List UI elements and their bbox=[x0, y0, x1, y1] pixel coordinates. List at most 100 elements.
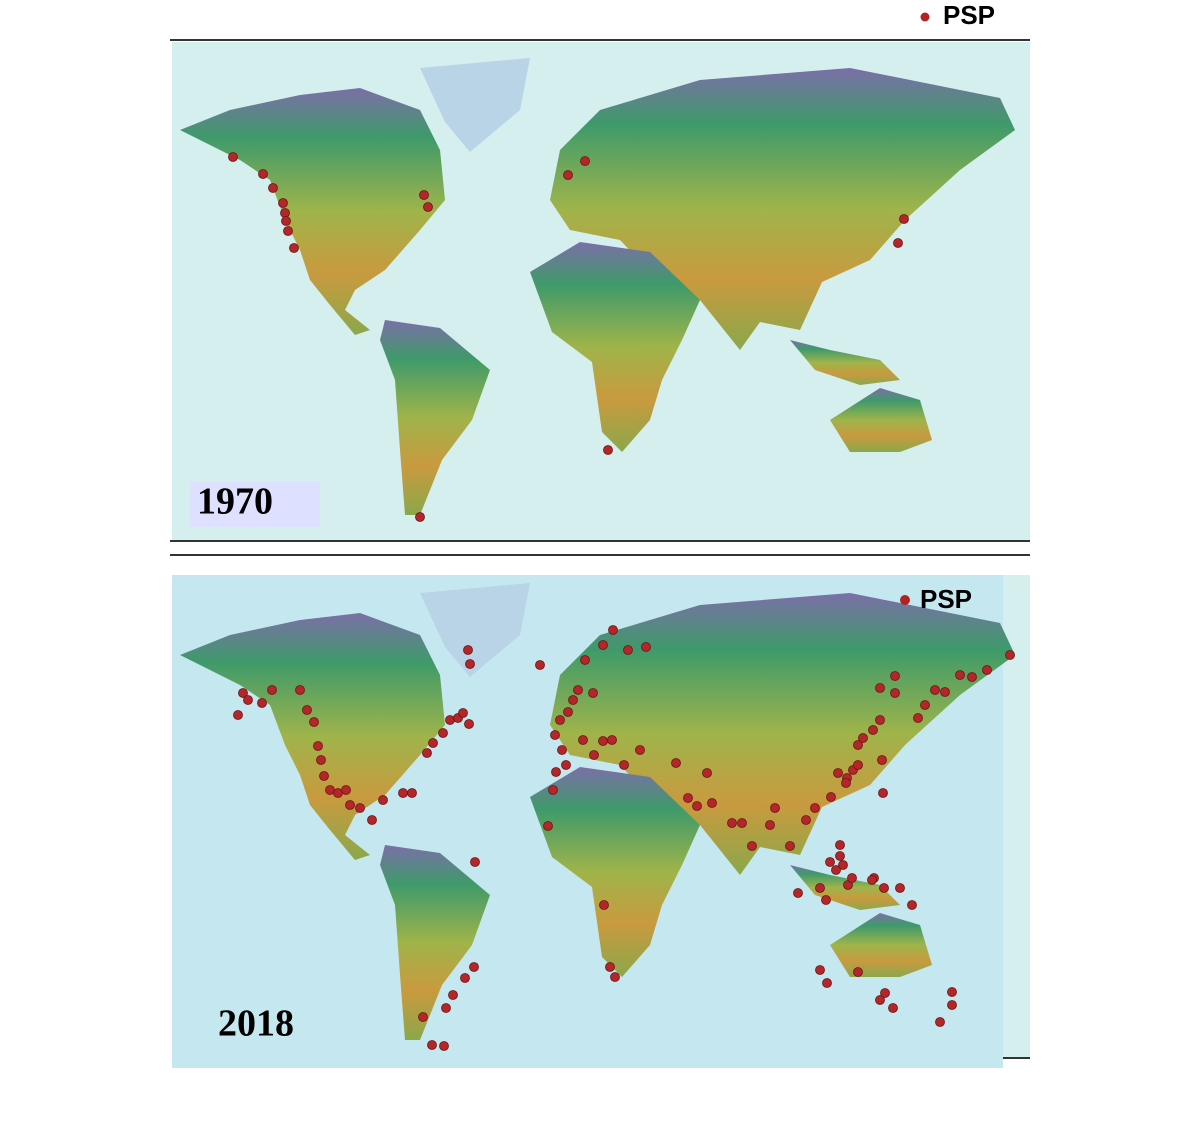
psp-site bbox=[619, 760, 629, 770]
psp-site bbox=[880, 988, 890, 998]
psp-site bbox=[313, 741, 323, 751]
psp-site bbox=[785, 841, 795, 851]
psp-site bbox=[737, 818, 747, 828]
psp-site bbox=[378, 795, 388, 805]
psp-site bbox=[289, 243, 299, 253]
psp-site bbox=[243, 695, 253, 705]
psp-site bbox=[588, 688, 598, 698]
psp-site bbox=[1005, 650, 1015, 660]
psp-site bbox=[302, 705, 312, 715]
psp-site bbox=[464, 719, 474, 729]
year-label: 2018 bbox=[218, 1003, 294, 1045]
psp-site bbox=[683, 793, 693, 803]
psp-site bbox=[822, 978, 832, 988]
psp-site bbox=[551, 767, 561, 777]
psp-site bbox=[309, 717, 319, 727]
psp-site bbox=[228, 152, 238, 162]
psp-site bbox=[470, 857, 480, 867]
psp-site bbox=[423, 202, 433, 212]
psp-site bbox=[893, 238, 903, 248]
psp-site bbox=[947, 1000, 957, 1010]
psp-site bbox=[398, 788, 408, 798]
psp-site bbox=[589, 750, 599, 760]
psp-site bbox=[967, 672, 977, 682]
psp-site bbox=[238, 688, 248, 698]
psp-site bbox=[877, 755, 887, 765]
psp-site bbox=[635, 745, 645, 755]
psp-site bbox=[702, 768, 712, 778]
psp-site bbox=[815, 883, 825, 893]
psp-site bbox=[573, 685, 583, 695]
psp-site bbox=[875, 683, 885, 693]
psp-site bbox=[580, 156, 590, 166]
psp-site bbox=[341, 785, 351, 795]
psp-site bbox=[599, 900, 609, 910]
psp-site bbox=[907, 900, 917, 910]
psp-site bbox=[935, 1017, 945, 1027]
legend-marker bbox=[920, 12, 930, 22]
psp-site bbox=[463, 645, 473, 655]
psp-site bbox=[955, 670, 965, 680]
psp-site bbox=[548, 785, 558, 795]
psp-site bbox=[281, 216, 291, 226]
psp-site bbox=[316, 755, 326, 765]
psp-site bbox=[438, 728, 448, 738]
psp-site bbox=[831, 865, 841, 875]
psp-site bbox=[847, 873, 857, 883]
psp-site bbox=[257, 698, 267, 708]
psp-site bbox=[841, 778, 851, 788]
psp-site bbox=[439, 1041, 449, 1051]
psp-site bbox=[563, 707, 573, 717]
psp-site bbox=[835, 851, 845, 861]
psp-site bbox=[801, 815, 811, 825]
psp-site bbox=[367, 815, 377, 825]
psp-site bbox=[875, 715, 885, 725]
psp-site bbox=[319, 771, 329, 781]
psp-site bbox=[550, 730, 560, 740]
psp-site bbox=[833, 768, 843, 778]
psp-site bbox=[920, 700, 930, 710]
psp-site bbox=[947, 987, 957, 997]
legend-label: PSP bbox=[920, 584, 972, 614]
psp-site bbox=[641, 642, 651, 652]
psp-site bbox=[267, 685, 277, 695]
psp-site bbox=[826, 792, 836, 802]
psp-site bbox=[913, 713, 923, 723]
psp-site bbox=[428, 738, 438, 748]
psp-site bbox=[858, 733, 868, 743]
psp-site bbox=[607, 735, 617, 745]
psp-site bbox=[895, 883, 905, 893]
year-label: 1970 bbox=[197, 481, 273, 523]
psp-site bbox=[295, 685, 305, 695]
psp-site bbox=[623, 645, 633, 655]
psp-site bbox=[535, 660, 545, 670]
psp-site bbox=[561, 760, 571, 770]
psp-site bbox=[890, 688, 900, 698]
psp-site bbox=[821, 895, 831, 905]
psp-site bbox=[707, 798, 717, 808]
psp-site bbox=[422, 748, 432, 758]
psp-site bbox=[458, 708, 468, 718]
psp-site bbox=[469, 962, 479, 972]
psp-site bbox=[415, 512, 425, 522]
psp-site bbox=[815, 965, 825, 975]
psp-site bbox=[838, 860, 848, 870]
psp-site bbox=[568, 695, 578, 705]
psp-site bbox=[692, 801, 702, 811]
psp-site bbox=[280, 208, 290, 218]
psp-site bbox=[578, 735, 588, 745]
psp-site bbox=[982, 665, 992, 675]
psp-site bbox=[441, 1003, 451, 1013]
psp-site bbox=[278, 198, 288, 208]
psp-site bbox=[419, 190, 429, 200]
psp-site bbox=[867, 875, 877, 885]
psp-site bbox=[727, 818, 737, 828]
psp-sites bbox=[228, 152, 1015, 1051]
psp-site bbox=[825, 857, 835, 867]
psp-site bbox=[557, 745, 567, 755]
psp-site bbox=[671, 758, 681, 768]
psp-site bbox=[603, 445, 613, 455]
psp-site bbox=[598, 736, 608, 746]
psp-site bbox=[608, 625, 618, 635]
